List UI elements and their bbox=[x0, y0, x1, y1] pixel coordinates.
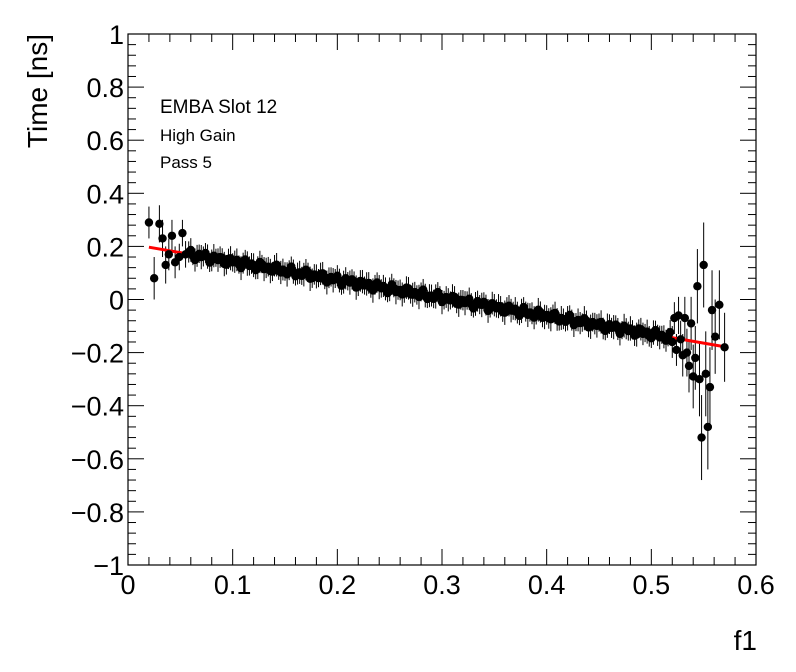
y-tick-label: 0.4 bbox=[86, 179, 124, 209]
x-tick-labels: 0 0.1 0.2 0.3 0.4 0.5 0.6 bbox=[120, 570, 774, 600]
data-point bbox=[689, 372, 698, 381]
x-tick-label: 0.4 bbox=[528, 570, 566, 600]
annotation-pass: Pass 5 bbox=[160, 153, 212, 172]
data-point bbox=[697, 433, 706, 442]
data-point bbox=[676, 335, 685, 344]
axis-ticks bbox=[127, 33, 757, 566]
y-tick-label: −0.6 bbox=[71, 445, 124, 475]
data-point bbox=[674, 311, 683, 320]
data-point bbox=[144, 218, 154, 227]
data-point bbox=[710, 332, 720, 341]
y-tick-label: −1 bbox=[93, 551, 124, 581]
data-point bbox=[705, 382, 715, 392]
x-tick-label: 0.6 bbox=[737, 570, 775, 600]
data-point bbox=[684, 361, 694, 371]
data-point bbox=[149, 274, 159, 283]
y-tick-label: 0 bbox=[109, 286, 124, 316]
data-point bbox=[596, 317, 606, 327]
y-tick-label: −0.4 bbox=[71, 392, 124, 422]
y-tick-label: 1 bbox=[109, 20, 124, 50]
data-point bbox=[158, 234, 167, 243]
data-point bbox=[178, 228, 187, 238]
y-axis-title: Time [ns] bbox=[22, 34, 53, 148]
data-point bbox=[707, 305, 717, 315]
data-point bbox=[218, 253, 227, 262]
data-point bbox=[161, 260, 170, 270]
error-bars bbox=[148, 205, 726, 481]
x-tick-label: 0.1 bbox=[214, 570, 252, 600]
x-tick-label: 0.3 bbox=[423, 570, 461, 600]
annotation-gain: High Gain bbox=[160, 126, 236, 145]
data-point bbox=[582, 316, 591, 325]
data-point bbox=[693, 282, 702, 291]
y-tick-labels: −1 −0.8 −0.6 −0.4 −0.2 0 0.2 0.4 0.6 0.8 1 bbox=[71, 20, 124, 581]
data-point bbox=[155, 219, 164, 229]
y-tick-label: 0.2 bbox=[86, 232, 124, 262]
data-point bbox=[450, 292, 459, 302]
data-point bbox=[720, 343, 729, 352]
data-point bbox=[699, 260, 708, 270]
annotation-slot: EMBA Slot 12 bbox=[160, 97, 277, 118]
data-point bbox=[701, 369, 710, 379]
data-point bbox=[318, 269, 327, 278]
y-tick-label: −0.2 bbox=[71, 339, 124, 369]
data-point bbox=[167, 231, 177, 240]
x-tick-label: 0.5 bbox=[633, 570, 671, 600]
x-tick-label: 0.2 bbox=[319, 570, 357, 600]
data-points bbox=[144, 218, 729, 442]
data-point bbox=[550, 308, 560, 318]
x-axis-title: f1 bbox=[734, 625, 757, 656]
y-tick-label: −0.8 bbox=[71, 498, 124, 528]
x-tick-label: 0 bbox=[120, 570, 135, 600]
data-point bbox=[686, 319, 696, 328]
data-point bbox=[672, 345, 681, 355]
y-tick-label: 0.8 bbox=[86, 73, 124, 103]
data-point bbox=[680, 313, 690, 323]
data-point bbox=[682, 348, 692, 357]
y-tick-label: 0.6 bbox=[86, 126, 124, 156]
data-point bbox=[665, 327, 675, 337]
data-point bbox=[691, 353, 700, 363]
data-point bbox=[695, 374, 704, 384]
data-point bbox=[175, 252, 184, 262]
data-point bbox=[164, 250, 174, 259]
data-point bbox=[715, 300, 724, 310]
data-point bbox=[703, 422, 713, 432]
